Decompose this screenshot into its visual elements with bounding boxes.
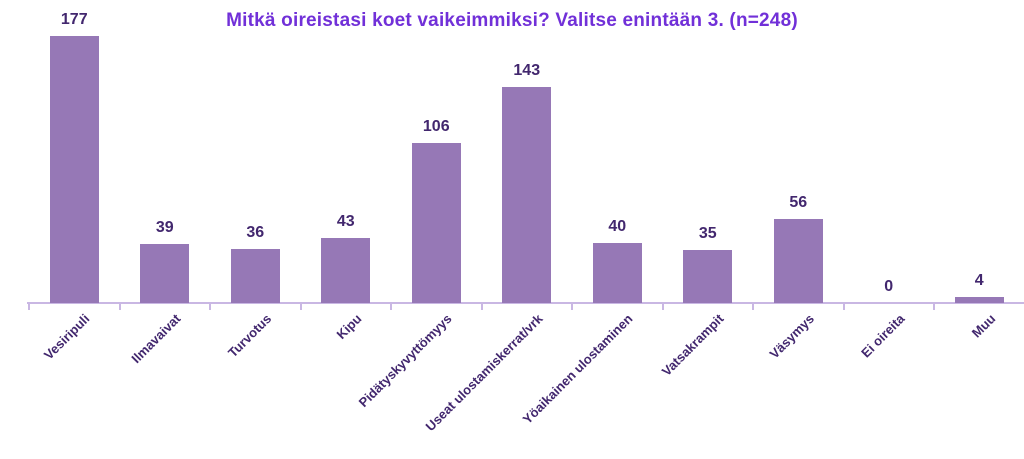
bar-value-label: 39 — [155, 219, 174, 236]
x-tick-mark — [571, 304, 573, 310]
x-axis-line — [27, 302, 1024, 304]
chart-title: Mitkä oireistasi koet vaikeimmiksi? Vali… — [226, 10, 798, 31]
bar — [954, 297, 1004, 303]
x-tick-label: Väsymys — [766, 311, 817, 362]
x-tick-label: Ei oireita — [857, 311, 908, 361]
x-tick-mark — [752, 304, 754, 310]
x-tick-mark — [28, 304, 30, 310]
bar — [683, 250, 733, 303]
bar-value-label: 56 — [789, 194, 808, 211]
bar-value-label: 40 — [608, 218, 627, 235]
x-tick-mark — [661, 304, 664, 310]
x-tick-mark — [299, 304, 302, 310]
bar — [773, 219, 823, 303]
bar — [592, 243, 642, 303]
x-tick-mark — [933, 304, 935, 310]
x-tick-label: Pidätyskyvyttömyys — [355, 311, 455, 411]
bar-value-label: 4 — [974, 272, 984, 289]
x-tick-mark — [390, 304, 392, 310]
bar-value-label: 177 — [60, 11, 88, 28]
bar — [230, 249, 280, 303]
x-tick-label: Kipu — [333, 311, 365, 343]
bar-value-label: 43 — [336, 213, 355, 230]
x-tick-label: Vesiripuli — [41, 311, 93, 363]
x-tick-label: Turvotus — [224, 311, 274, 361]
x-tick-mark — [118, 304, 121, 310]
x-tick-mark — [209, 304, 211, 310]
x-tick-mark — [480, 304, 483, 310]
x-tick-label: Vatsakrampit — [658, 311, 727, 379]
bar — [502, 87, 552, 303]
x-tick-label: Muu — [968, 311, 998, 341]
bar-value-label: 106 — [422, 118, 450, 135]
bar — [140, 244, 190, 303]
bar-value-label: 36 — [246, 224, 265, 241]
bar — [321, 238, 371, 303]
x-tick-mark — [842, 304, 845, 310]
bar — [411, 143, 461, 303]
x-tick-label: Ilmavaivat — [128, 311, 184, 367]
bar — [49, 36, 99, 303]
bar-value-label: 143 — [513, 62, 541, 79]
bar-value-label: 0 — [884, 278, 894, 295]
bar-value-label: 35 — [698, 225, 717, 242]
